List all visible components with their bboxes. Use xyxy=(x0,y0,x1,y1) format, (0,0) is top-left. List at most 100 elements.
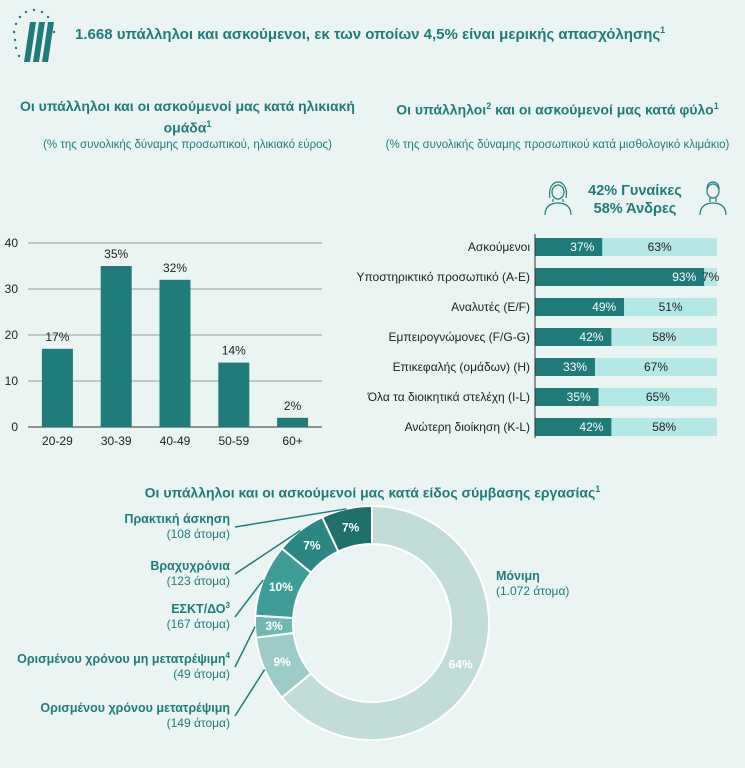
category-label: Υποστηρικτικό προσωπικό (A-E) xyxy=(356,270,530,284)
slice-data-label: 7% xyxy=(342,520,360,534)
leader-line xyxy=(234,529,301,575)
y-tick-label: 40 xyxy=(5,236,19,250)
slice-detail: (149 άτομα) xyxy=(167,716,230,730)
men-data-label: 67% xyxy=(644,360,668,374)
bar-data-label: 2% xyxy=(284,399,302,413)
men-data-label: 65% xyxy=(646,390,670,404)
slice-legend-label: Μόνιμη(1.072 άτομα) xyxy=(496,569,569,598)
women-total-label: 42% Γυναίκες xyxy=(588,183,682,199)
bar-women xyxy=(535,418,612,436)
bar xyxy=(277,417,309,427)
leader-line xyxy=(234,669,266,717)
category-label: Αναλυτές (E/F) xyxy=(451,300,530,314)
slice-legend-label: Βραχυχρόνια(123 άτομα) xyxy=(150,559,230,588)
women-data-label: 35% xyxy=(567,390,591,404)
age-bar-chart: 0 10 20 30 40 17% 20-29 35% 30-39 32% 40-49 14% 50-5… xyxy=(5,236,322,448)
bar xyxy=(159,279,191,427)
women-data-label: 49% xyxy=(592,300,616,314)
bar-men xyxy=(704,268,717,286)
slice-data-label: 3% xyxy=(265,619,283,633)
bar-men xyxy=(611,328,717,346)
bar-men xyxy=(624,298,717,316)
category-label: Όλα τα διοικητικά στελέχη (I-L) xyxy=(367,390,530,404)
woman-icon xyxy=(544,181,572,216)
gender-chart-subtitle: (% της συνολικής δύναμης προσωπικού κατά… xyxy=(385,139,730,151)
women-data-label: 33% xyxy=(563,360,587,374)
category-label: Ασκούμενοι xyxy=(468,240,530,254)
slice-detail: (167 άτομα) xyxy=(167,617,230,631)
y-tick-label: 10 xyxy=(5,374,19,388)
men-data-label: 7% xyxy=(702,270,720,284)
bar-women xyxy=(535,358,596,376)
slice-name: ΕΣΚΤ/ΔΟ3 xyxy=(171,601,230,616)
leader-line xyxy=(234,579,264,618)
slice-legend-label: Ορισμένου χρόνου μετατρέψιμη(149 άτομα) xyxy=(40,701,230,730)
bar-women xyxy=(535,298,625,316)
slice-detail: (123 άτομα) xyxy=(167,574,230,588)
bar-women xyxy=(535,328,612,346)
slice-data-label: 10% xyxy=(269,580,293,594)
leader-line xyxy=(234,626,256,668)
y-tick-label: 20 xyxy=(5,328,19,342)
slice-name: Βραχυχρόνια xyxy=(150,559,230,573)
bar xyxy=(41,348,73,427)
x-tick-label: 50-59 xyxy=(218,434,249,448)
age-chart-title: Οι υπάλληλοι και οι ασκούμενοί μας κατά … xyxy=(20,98,355,136)
contract-donut-chart: 64% 9% 3% 10% 7% 7% Μόνιμη(1.072 άτομα) Ορισμέν… xyxy=(17,504,569,741)
man-icon xyxy=(699,181,727,216)
slice-detail: (1.072 άτομα) xyxy=(496,584,569,598)
x-tick-label: 40-49 xyxy=(160,434,191,448)
bar xyxy=(218,362,250,427)
x-tick-label: 30-39 xyxy=(101,434,132,448)
slice-name: Μόνιμη xyxy=(496,569,540,583)
men-data-label: 63% xyxy=(648,240,672,254)
age-chart-subtitle: (% της συνολικής δύναμης προσωπικού, ηλι… xyxy=(43,139,332,151)
category-label: Επικεφαλής (ομάδων) (H) xyxy=(393,360,530,374)
women-data-label: 93% xyxy=(672,270,696,284)
slice-detail: (108 άτομα) xyxy=(167,527,230,541)
slice-name: Ορισμένου χρόνου μετατρέψιμη xyxy=(40,701,230,715)
bar-data-label: 14% xyxy=(222,344,246,358)
leader-line xyxy=(234,508,347,528)
women-data-label: 37% xyxy=(570,240,594,254)
slice-data-label: 64% xyxy=(449,658,473,672)
category-label: Εμπειρογνώμονες (F/G-G) xyxy=(389,330,530,344)
slice-detail: (49 άτομα) xyxy=(173,667,230,681)
women-data-label: 42% xyxy=(579,330,603,344)
men-data-label: 51% xyxy=(659,300,683,314)
bar-data-label: 17% xyxy=(45,330,69,344)
slice-data-label: 7% xyxy=(303,539,321,553)
y-tick-label: 0 xyxy=(11,420,18,434)
bar-men xyxy=(602,238,717,256)
gender-totals: 42% Γυναίκες 58% Άνδρες xyxy=(560,182,710,218)
men-total-label: 58% Άνδρες xyxy=(593,201,677,217)
slice-name: Πρακτική άσκηση xyxy=(124,512,230,526)
bar-men xyxy=(595,358,717,376)
bar-women xyxy=(535,268,705,286)
category-label: Ανώτερη διοίκηση (K-L) xyxy=(405,420,530,434)
bar-women xyxy=(535,388,599,406)
bar-men xyxy=(598,388,717,406)
header: 1.668 υπάλληλοι και ασκούμενοι, εκ των ο… xyxy=(0,0,745,72)
bar-data-label: 35% xyxy=(104,247,128,261)
women-data-label: 42% xyxy=(579,420,603,434)
bar-data-label: 32% xyxy=(163,261,187,275)
y-tick-label: 30 xyxy=(5,282,19,296)
men-data-label: 58% xyxy=(652,420,676,434)
bar-men xyxy=(611,418,717,436)
ecb-logo-icon xyxy=(12,8,56,62)
x-tick-label: 20-29 xyxy=(42,434,73,448)
x-tick-label: 60+ xyxy=(282,434,302,448)
slice-data-label: 9% xyxy=(273,655,291,669)
bar-women xyxy=(535,238,603,256)
contract-chart-title: Οι υπάλληλοι και οι ασκούμενοί μας κατά … xyxy=(144,484,601,501)
gender-stacked-bar-chart: Ασκούμενοι 37% 63% Υποστηρικτικό προσωπικό … xyxy=(356,234,720,438)
bar xyxy=(100,266,132,427)
slice-name: Ορισμένου χρόνου μη μετατρέψιμη4 xyxy=(17,651,230,666)
donut-slice xyxy=(280,504,490,741)
gender-chart-title: Οι υπάλληλοι2 και οι ασκούμενοί μας κατά… xyxy=(396,101,719,118)
donut-slice xyxy=(320,504,373,553)
men-data-label: 58% xyxy=(652,330,676,344)
slice-legend-label: Ορισμένου χρόνου μη μετατρέψιμη4(49 άτομ… xyxy=(17,651,230,681)
slice-legend-label: Πρακτική άσκηση(108 άτομα) xyxy=(124,512,230,541)
